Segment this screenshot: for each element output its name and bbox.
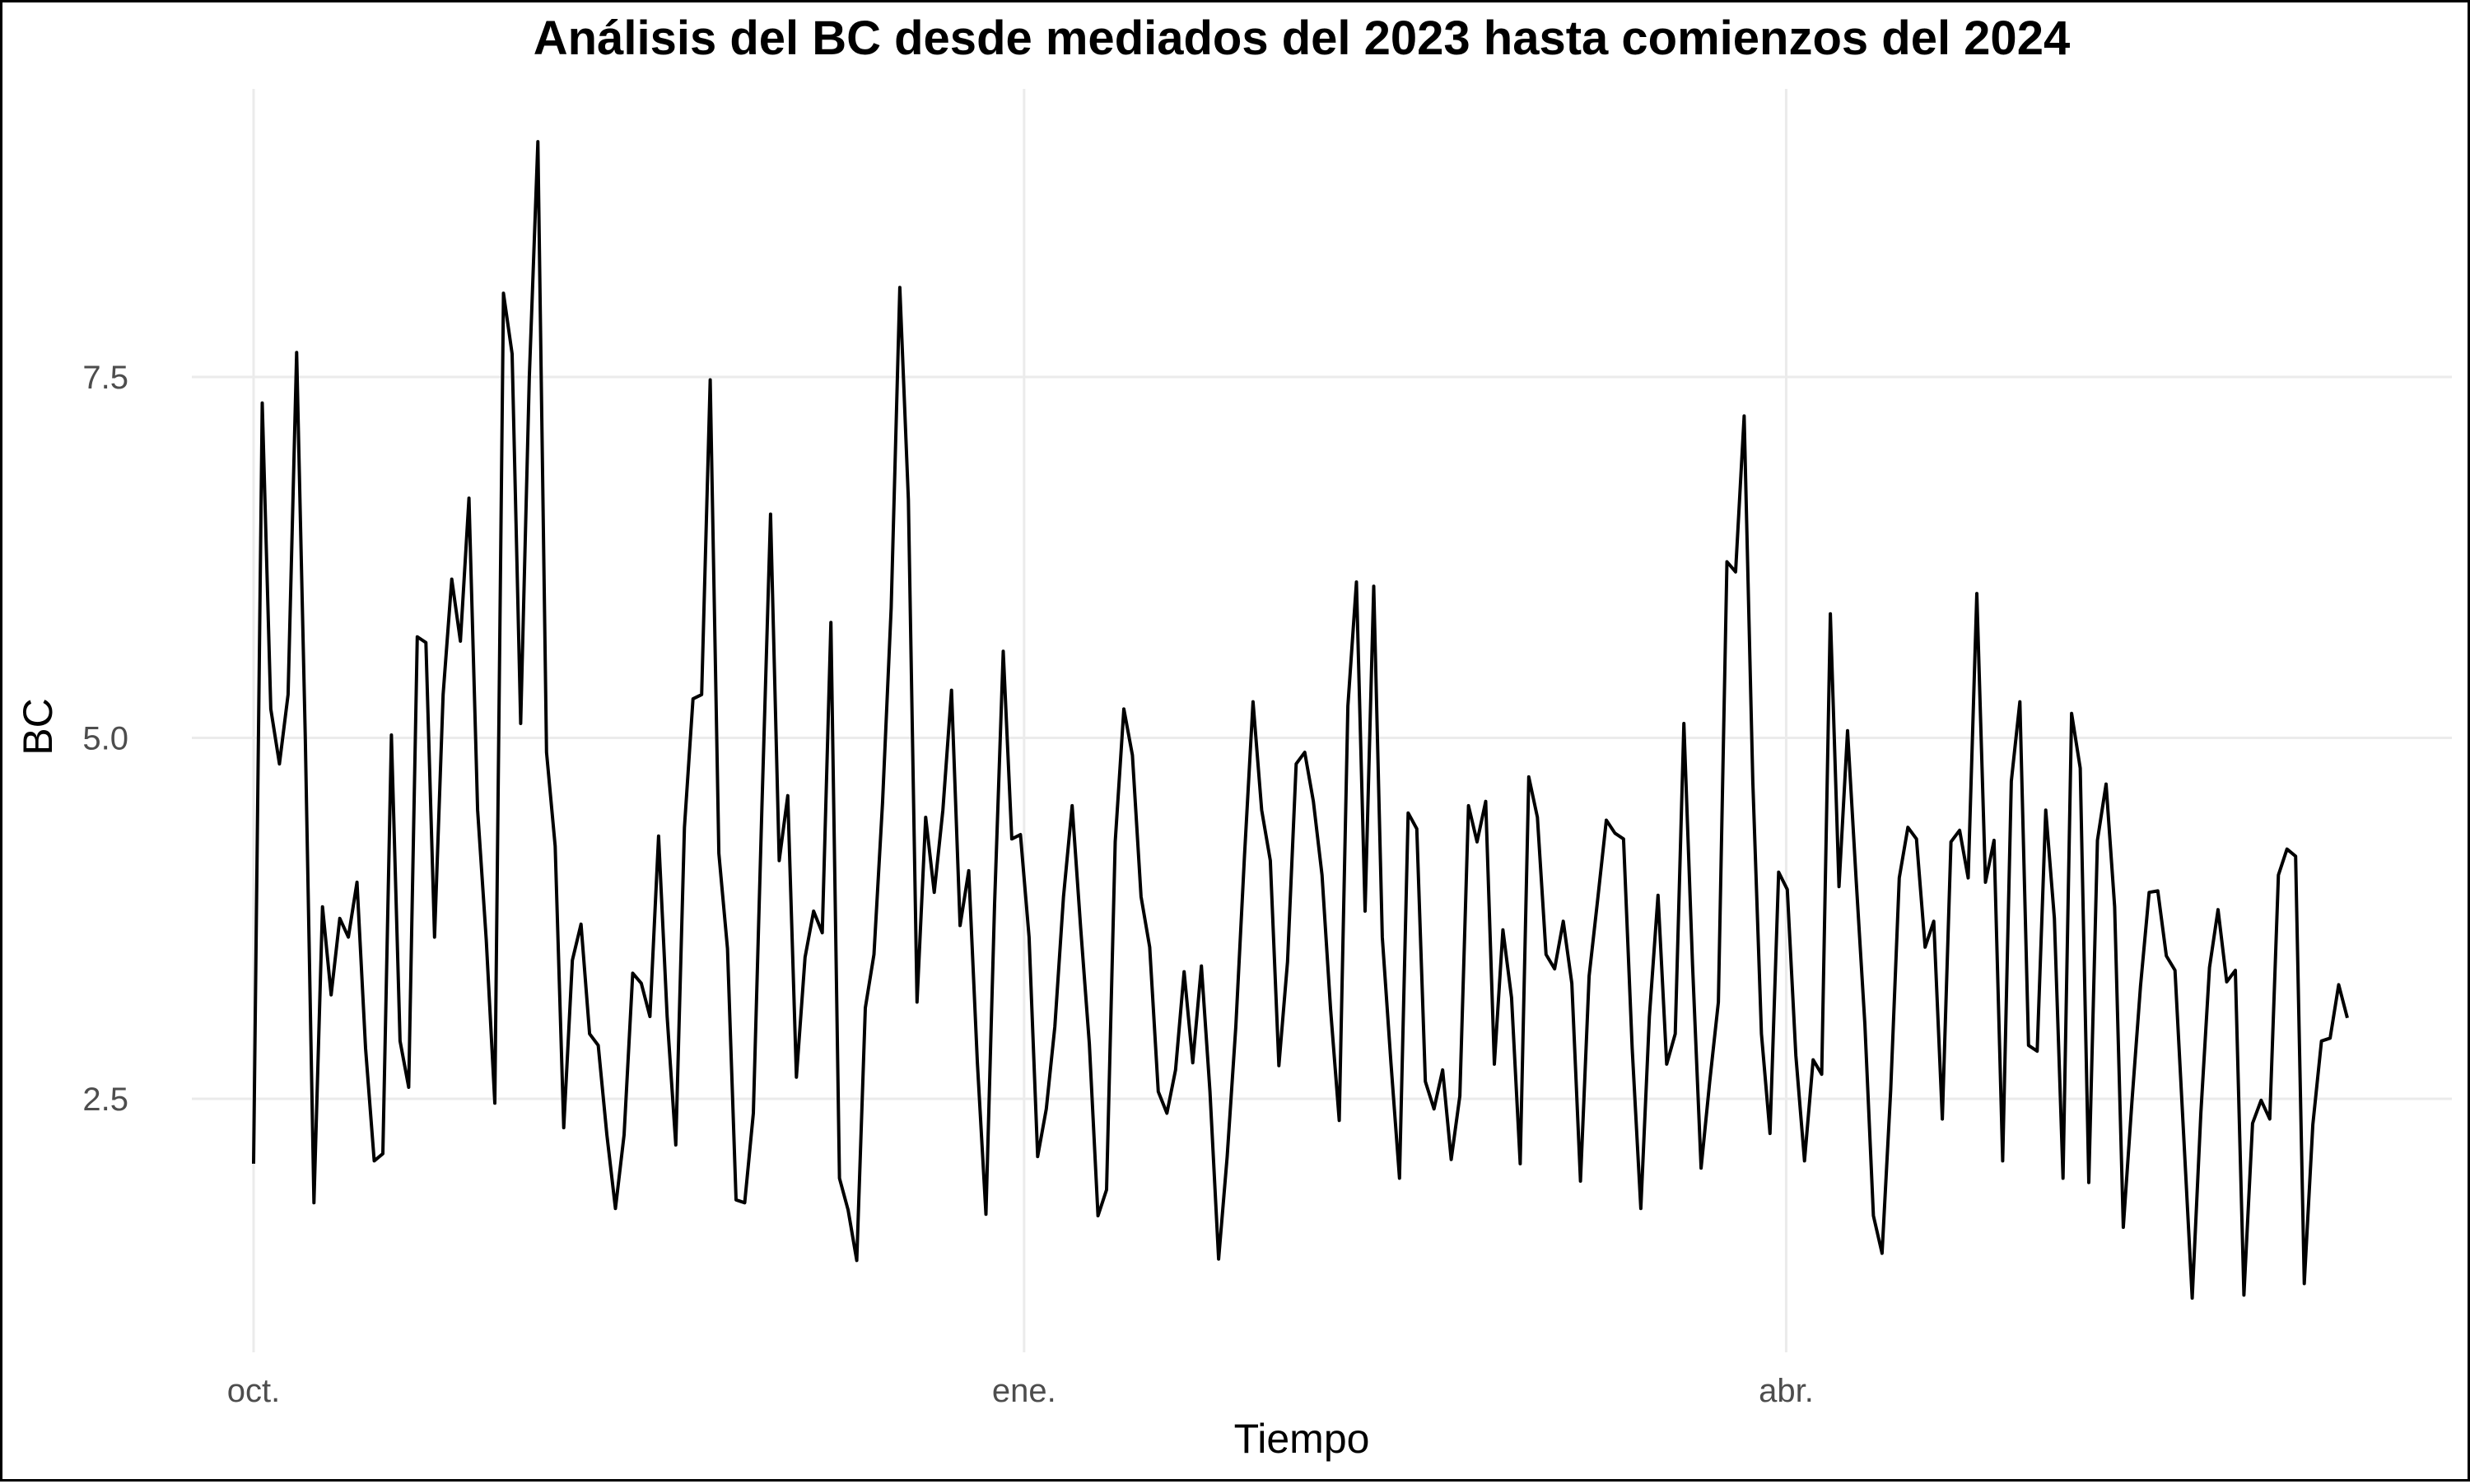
y-tick-label: 5.0 — [82, 721, 128, 757]
y-axis-ticks: 2.5 5.0 7.5 — [82, 360, 128, 1118]
series-line-bc — [252, 140, 2349, 1300]
x-tick-label: oct. — [227, 1373, 280, 1409]
y-tick-label: 2.5 — [82, 1082, 128, 1118]
x-tick-label: ene. — [992, 1373, 1056, 1409]
y-tick-label: 7.5 — [82, 360, 128, 396]
y-axis-label: BC — [15, 698, 61, 755]
x-axis-label: Tiempo — [1234, 1416, 1370, 1462]
series-layer — [252, 140, 2349, 1300]
x-axis-ticks: oct. ene. abr. — [227, 1373, 1814, 1409]
chart-title: Análisis del BC desde mediados del 2023 … — [534, 12, 2070, 65]
grid — [192, 89, 2452, 1352]
x-tick-label: abr. — [1759, 1373, 1814, 1409]
